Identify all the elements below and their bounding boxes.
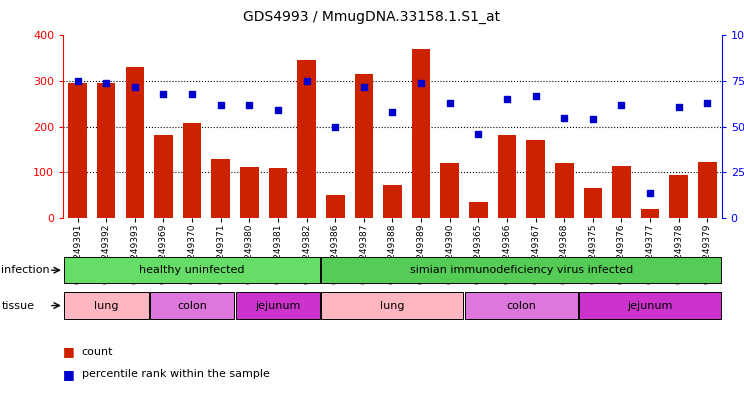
Text: ■: ■ — [63, 367, 75, 381]
Point — [186, 91, 198, 97]
Bar — [641, 209, 659, 218]
Point — [415, 80, 427, 86]
Point — [330, 123, 341, 130]
Point — [501, 96, 513, 103]
Point — [301, 78, 312, 84]
Bar — [583, 188, 602, 218]
Bar — [411, 49, 430, 218]
Point — [702, 100, 713, 106]
Point — [644, 189, 656, 196]
Bar — [464, 292, 578, 319]
Text: percentile rank within the sample: percentile rank within the sample — [82, 369, 270, 379]
Bar — [126, 67, 144, 218]
Text: simian immunodeficiency virus infected: simian immunodeficiency virus infected — [410, 265, 633, 275]
Point — [472, 131, 484, 137]
Point — [71, 78, 83, 84]
Bar — [68, 83, 87, 218]
Point — [358, 83, 370, 90]
Text: lung: lung — [94, 301, 118, 310]
Text: healthy uninfected: healthy uninfected — [139, 265, 245, 275]
Bar — [321, 257, 721, 283]
Point — [673, 103, 684, 110]
Bar — [236, 292, 321, 319]
Bar — [326, 195, 344, 218]
Bar — [321, 292, 464, 319]
Bar — [211, 159, 230, 218]
Bar — [612, 167, 631, 218]
Text: ■: ■ — [63, 345, 75, 358]
Bar — [440, 163, 459, 218]
Text: GDS4993 / MmugDNA.33158.1.S1_at: GDS4993 / MmugDNA.33158.1.S1_at — [243, 10, 501, 24]
Point — [272, 107, 284, 114]
Point — [100, 80, 112, 86]
Bar — [298, 61, 316, 218]
Text: jejunum: jejunum — [255, 301, 301, 310]
Point — [558, 114, 570, 121]
Bar — [240, 167, 259, 218]
Bar — [579, 292, 721, 319]
Text: infection: infection — [1, 265, 50, 275]
Bar — [97, 83, 115, 218]
Text: lung: lung — [380, 301, 405, 310]
Bar — [698, 162, 716, 218]
Bar — [150, 292, 234, 319]
Point — [243, 102, 255, 108]
Text: tissue: tissue — [1, 301, 34, 310]
Point — [215, 102, 227, 108]
Bar — [555, 163, 574, 218]
Bar — [269, 168, 287, 218]
Bar — [183, 123, 202, 218]
Bar — [670, 175, 688, 218]
Bar — [498, 134, 516, 218]
Bar — [469, 202, 487, 218]
Text: jejunum: jejunum — [627, 301, 673, 310]
Point — [387, 109, 399, 115]
Point — [129, 83, 141, 90]
Point — [158, 91, 170, 97]
Point — [615, 102, 627, 108]
Bar — [64, 292, 149, 319]
Bar — [355, 74, 373, 218]
Point — [443, 100, 455, 106]
Bar — [64, 257, 321, 283]
Bar — [383, 185, 402, 218]
Text: colon: colon — [177, 301, 207, 310]
Bar — [526, 140, 545, 218]
Point — [530, 92, 542, 99]
Text: colon: colon — [507, 301, 536, 310]
Bar — [154, 134, 173, 218]
Point — [587, 116, 599, 123]
Text: count: count — [82, 347, 113, 357]
